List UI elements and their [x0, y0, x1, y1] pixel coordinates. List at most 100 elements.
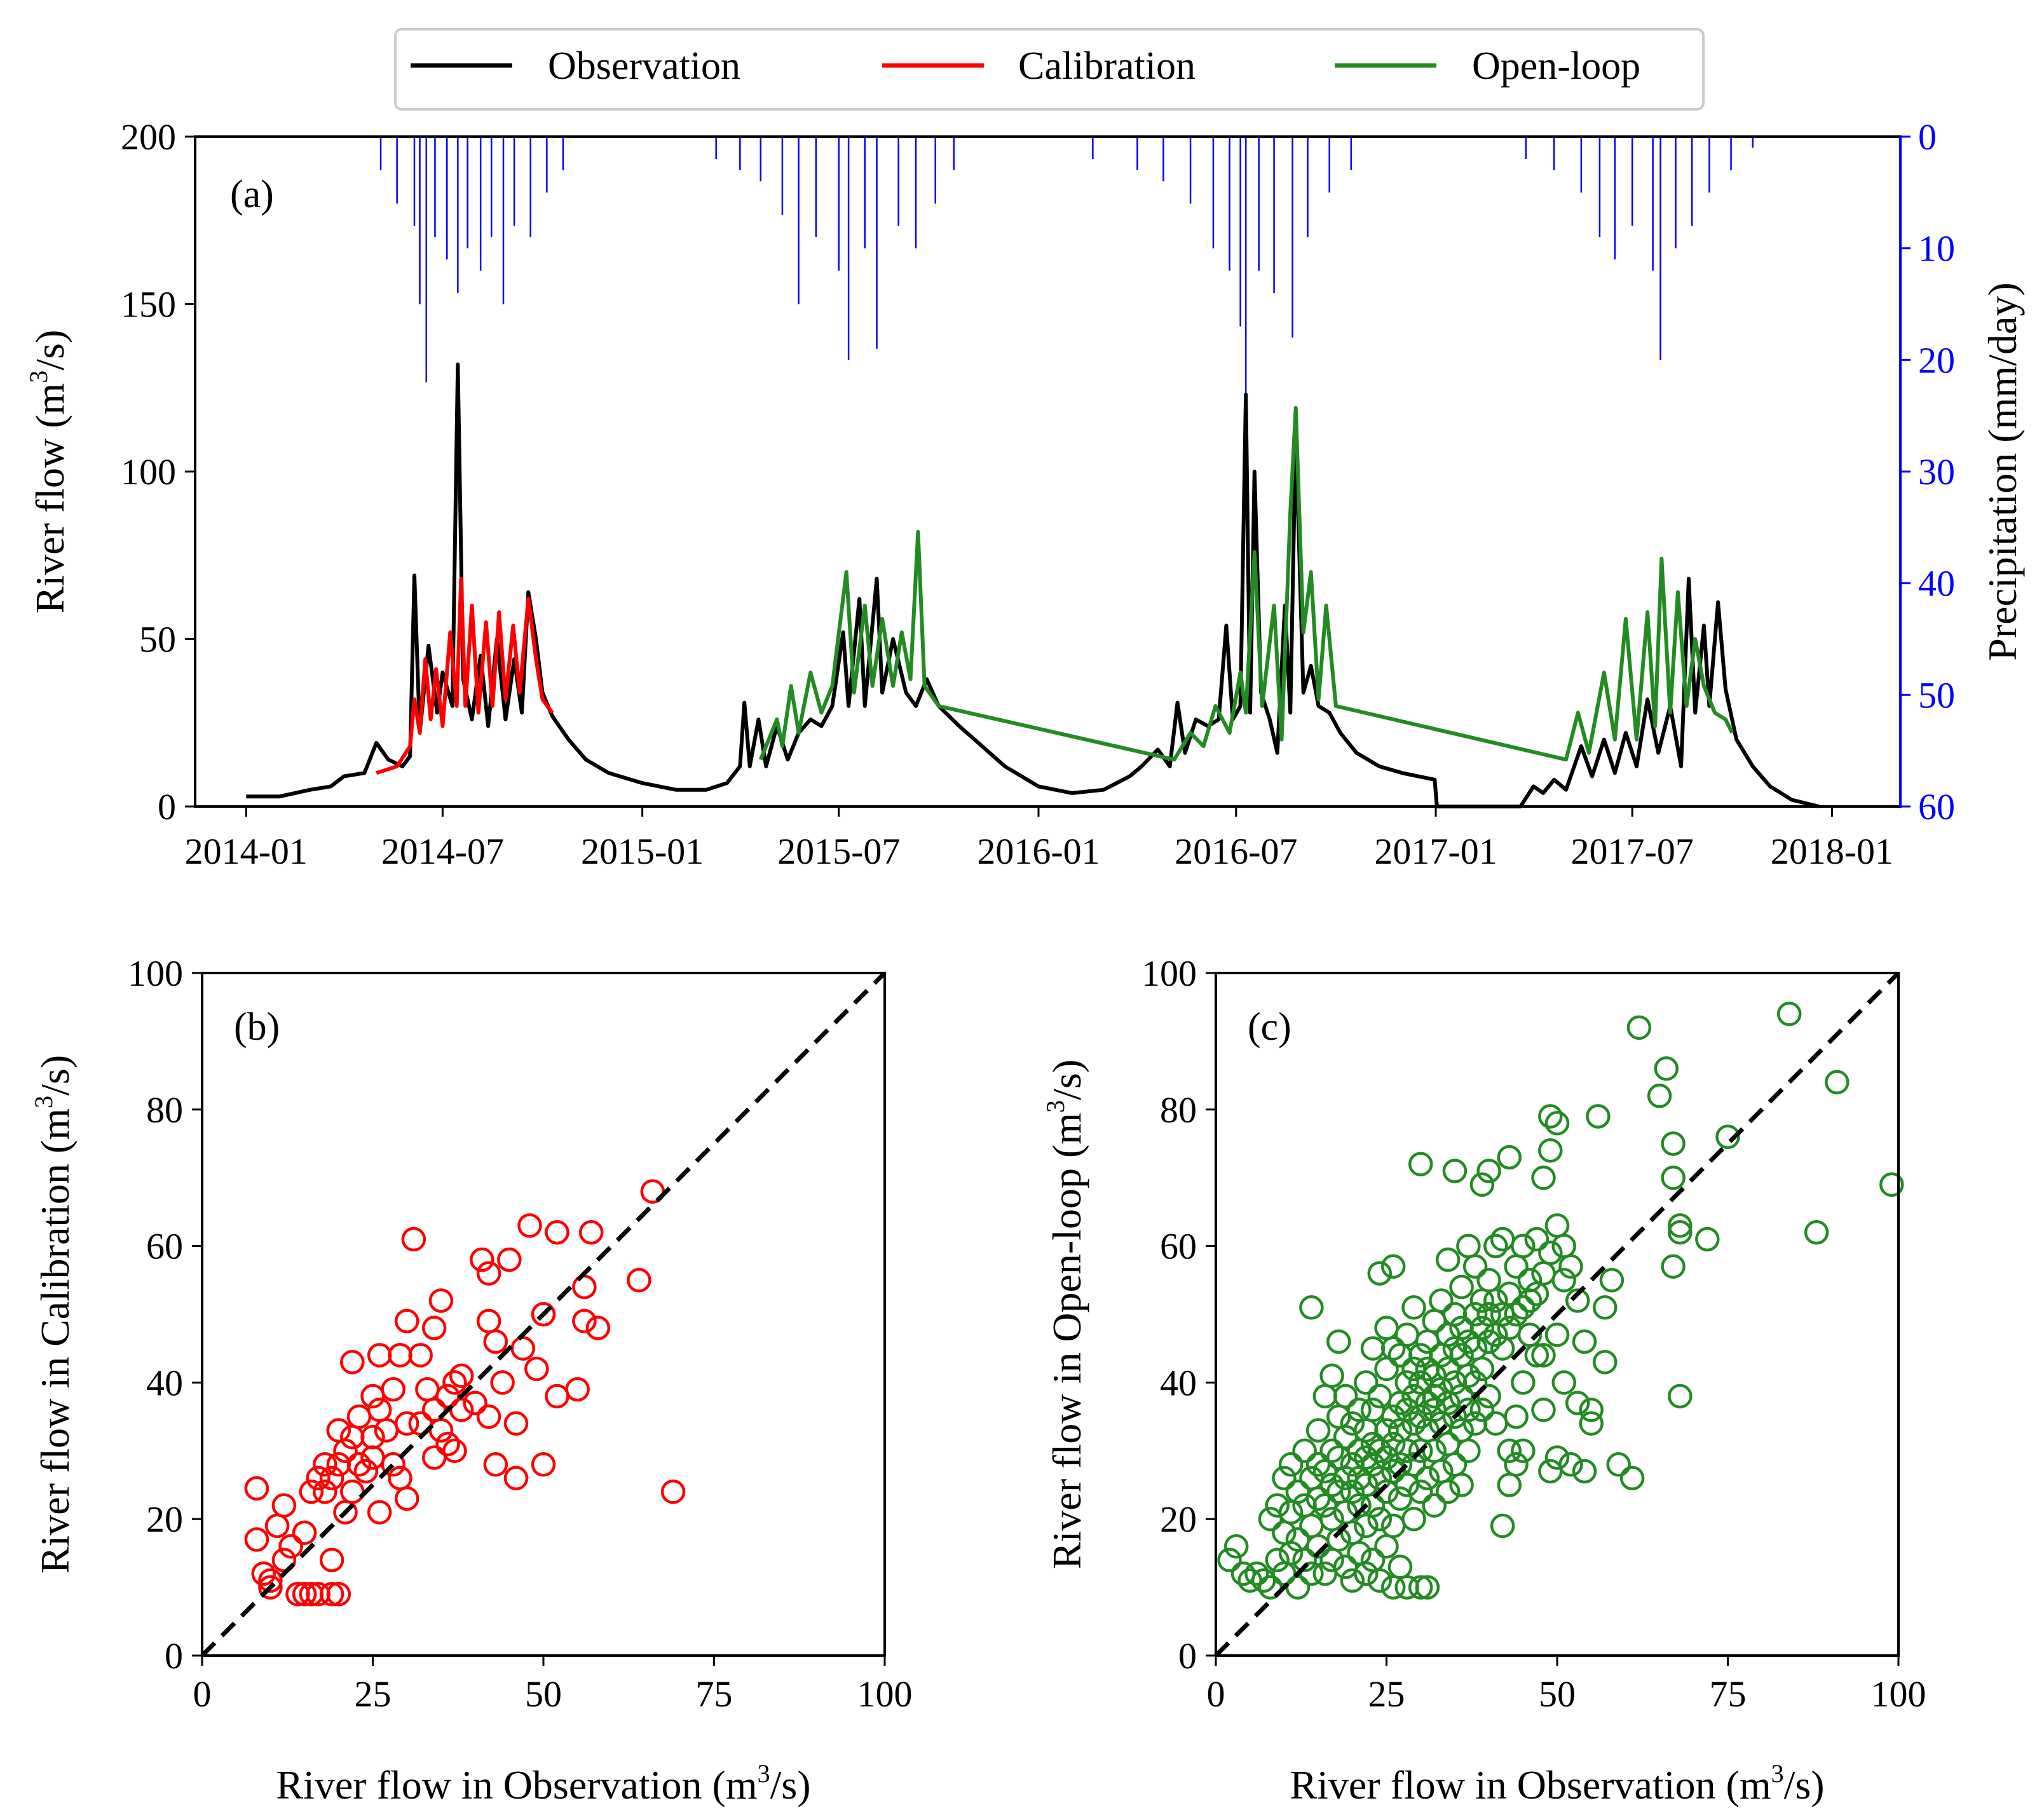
right-y-tick-label: 60 — [1918, 786, 1955, 827]
x-tick-label: 75 — [696, 1673, 733, 1715]
y-tick-label: 100 — [1141, 953, 1197, 994]
scatter-point — [1401, 1506, 1426, 1532]
panel-b-xlabel: River flow in Observation (m3/s) — [276, 1759, 810, 1807]
scatter-point — [1511, 1370, 1536, 1395]
scatter-point — [1360, 1493, 1386, 1518]
scatter-point — [1374, 1534, 1399, 1559]
scatter-point — [1387, 1418, 1413, 1443]
panel-a-x-ticks: 2014-01 2014-07 2015-01 2015-07 2016-01 2016-… — [185, 806, 1893, 872]
scatter-point — [1668, 1220, 1693, 1245]
scatter-point — [1449, 1473, 1474, 1497]
x-tick-label: 2016-01 — [977, 831, 1100, 872]
scatter-point — [1285, 1527, 1311, 1552]
scatter-point — [1579, 1411, 1604, 1436]
scatter-point — [326, 1418, 351, 1443]
scatter-point — [1442, 1370, 1468, 1395]
scatter-point — [1347, 1541, 1372, 1566]
scatter-point — [388, 1466, 412, 1491]
scatter-point — [572, 1309, 597, 1333]
scatter-point — [1319, 1438, 1344, 1464]
scatter-point — [483, 1452, 508, 1477]
scatter-point — [428, 1418, 454, 1443]
scatter-point — [1394, 1322, 1419, 1347]
y-tick-label: 100 — [128, 953, 183, 994]
scatter-point — [1531, 1165, 1556, 1190]
scatter-point — [299, 1479, 324, 1504]
scatter-point — [1469, 1316, 1495, 1340]
scatter-point — [1551, 1234, 1576, 1258]
scatter-point — [1462, 1302, 1488, 1327]
scatter-point — [1599, 1268, 1625, 1293]
scatter-point — [360, 1425, 385, 1450]
scatter-point — [1544, 1213, 1570, 1238]
scatter-point — [1524, 1227, 1550, 1252]
scatter-point — [1429, 1288, 1454, 1313]
scatter-point — [1776, 1002, 1802, 1026]
scatter-point — [1462, 1411, 1488, 1436]
scatter-point — [1408, 1479, 1433, 1504]
scatter-point — [1319, 1506, 1344, 1532]
x-tick-label: 50 — [1539, 1673, 1576, 1715]
scatter-point — [1380, 1404, 1406, 1429]
scatter-point — [1511, 1438, 1536, 1464]
scatter-point — [1340, 1411, 1365, 1436]
scatter-point — [1258, 1506, 1283, 1532]
panel-c-x-ticks: 0 25 50 75 100 — [1207, 1656, 1926, 1715]
scatter-point — [1299, 1466, 1324, 1491]
scatter-point — [1544, 1445, 1570, 1470]
scatter-point — [1483, 1411, 1508, 1436]
scatter-point — [1668, 1384, 1693, 1409]
scatter-point — [306, 1466, 330, 1491]
panel-a-label: (a) — [230, 173, 274, 216]
scatter-point — [1401, 1452, 1426, 1477]
scatter-point — [1469, 1398, 1495, 1422]
scatter-point — [585, 1316, 611, 1340]
scatter-point — [1408, 1575, 1433, 1600]
scatter-point — [1572, 1459, 1597, 1484]
scatter-point — [244, 1476, 269, 1501]
scatter-point — [1661, 1254, 1686, 1279]
scatter-point — [1305, 1418, 1331, 1443]
scatter-point — [251, 1561, 276, 1586]
scatter-point — [1354, 1370, 1379, 1395]
scatter-point — [1572, 1329, 1597, 1354]
x-tick-label: 0 — [193, 1673, 212, 1715]
scatter-point — [374, 1418, 399, 1443]
scatter-point — [258, 1575, 283, 1600]
scatter-point — [476, 1404, 501, 1429]
scatter-point — [1408, 1343, 1433, 1368]
scatter-point — [1380, 1513, 1406, 1539]
scatter-point — [1565, 1391, 1590, 1415]
panel-b-scatter: 0 25 50 75 100 0 20 40 60 80 100 (b) River flow i… — [29, 953, 913, 1807]
scatter-point — [476, 1309, 501, 1333]
scatter-point — [1661, 1131, 1686, 1156]
scatter-point — [340, 1479, 365, 1504]
scatter-point — [435, 1384, 460, 1409]
scatter-point — [1367, 1506, 1393, 1532]
scatter-point — [271, 1493, 297, 1518]
scatter-point — [394, 1411, 419, 1436]
scatter-point — [1340, 1479, 1365, 1504]
scatter-point — [1517, 1268, 1543, 1293]
legend: Observation Calibration Open-loop — [394, 28, 1705, 111]
x-tick-label: 25 — [1368, 1673, 1405, 1715]
panel-a-ylabel-right: Precipitation (mm/day) — [1980, 282, 2025, 660]
scatter-point — [381, 1452, 405, 1477]
precipitation-bars — [379, 137, 1754, 394]
scatter-point — [1504, 1302, 1529, 1327]
right-y-tick-label: 10 — [1918, 228, 1955, 269]
scatter-point — [1367, 1261, 1393, 1286]
scatter-point — [517, 1213, 542, 1238]
scatter-point — [1285, 1575, 1311, 1600]
scatter-point — [1538, 1138, 1563, 1163]
scatter-point — [1483, 1288, 1508, 1313]
scatter-point — [1401, 1411, 1426, 1436]
scatter-point — [476, 1261, 501, 1286]
scatter-point — [1531, 1261, 1556, 1286]
scatter-point — [565, 1377, 590, 1402]
scatter-point — [1504, 1452, 1529, 1477]
panel-c-scatter: 0 25 50 75 100 0 20 40 60 80 100 (c) River flow i… — [1041, 953, 1926, 1807]
right-y-tick-label: 30 — [1918, 451, 1955, 493]
scatter-point — [1429, 1459, 1454, 1484]
